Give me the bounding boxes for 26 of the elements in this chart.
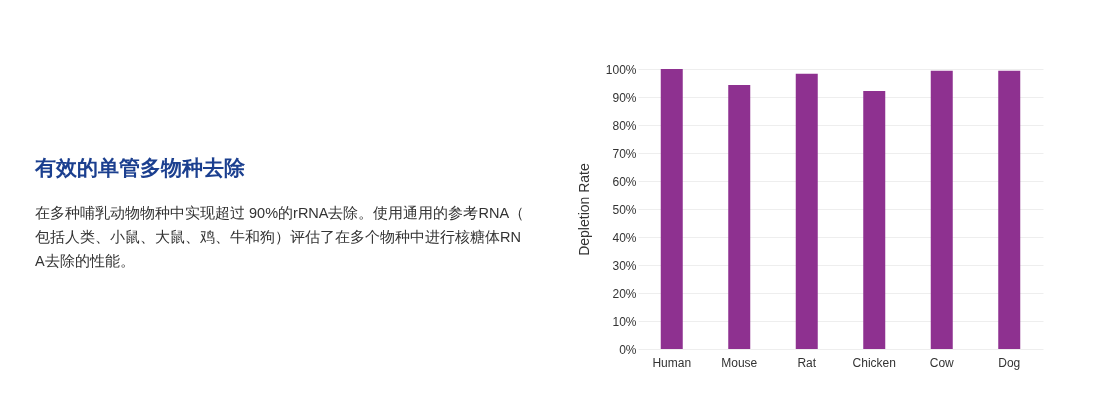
bar bbox=[728, 84, 751, 349]
y-tick-label: 60% bbox=[612, 174, 637, 189]
y-tick-label: 30% bbox=[612, 258, 637, 273]
y-tick-label: 90% bbox=[612, 90, 637, 105]
bar bbox=[795, 73, 818, 349]
y-tick-label: 50% bbox=[612, 202, 637, 217]
x-tick-label: Rat bbox=[797, 355, 817, 370]
x-tick-label: Dog bbox=[998, 355, 1021, 370]
bar bbox=[863, 91, 886, 349]
text: 在多种哺乳动物物种中实现超过 90%的rRNA去除。使用通用的参考RNA（包括人类、小鼠、大鼠、鸡、牛和狗）评估了在多个物种中进行核糖体RNA去除的性能。 bbox=[35, 205, 525, 269]
bar bbox=[930, 70, 953, 349]
x-tick-label: Cow bbox=[929, 355, 955, 370]
y-tick-label: 10% bbox=[612, 314, 637, 329]
bar bbox=[660, 69, 683, 349]
x-tick-label: Chicken bbox=[852, 355, 896, 370]
y-tick-label: 70% bbox=[612, 146, 637, 161]
x-tick-label: Human bbox=[652, 355, 692, 370]
y-axis-title: Depletion Rate bbox=[575, 162, 592, 256]
y-tick-label: 40% bbox=[612, 230, 637, 245]
bar bbox=[998, 70, 1021, 349]
x-tick-label: Mouse bbox=[721, 355, 758, 370]
y-tick-label: 20% bbox=[612, 286, 637, 301]
y-tick-label: 0% bbox=[619, 342, 637, 357]
y-tick-label: 100% bbox=[605, 62, 637, 77]
text: 有效的单管多物种去除 bbox=[34, 156, 246, 179]
y-tick-label: 80% bbox=[612, 118, 637, 133]
